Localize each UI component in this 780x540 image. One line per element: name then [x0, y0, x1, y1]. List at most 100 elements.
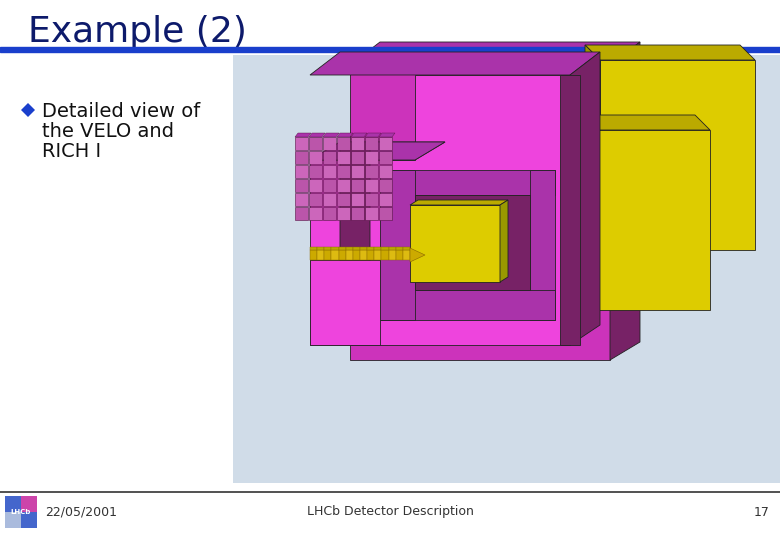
Polygon shape — [351, 137, 364, 150]
Polygon shape — [379, 133, 395, 137]
Polygon shape — [367, 247, 374, 250]
Text: 22/05/2001: 22/05/2001 — [45, 505, 117, 518]
Polygon shape — [323, 151, 336, 164]
Polygon shape — [530, 170, 555, 320]
Polygon shape — [317, 250, 324, 260]
Polygon shape — [346, 250, 353, 260]
Text: Detailed view of: Detailed view of — [42, 102, 200, 121]
Polygon shape — [295, 137, 308, 150]
Polygon shape — [374, 250, 381, 260]
Polygon shape — [295, 133, 311, 137]
Polygon shape — [395, 250, 402, 260]
Polygon shape — [410, 205, 500, 282]
Bar — [5, 512, 21, 528]
Polygon shape — [337, 137, 350, 150]
Polygon shape — [380, 170, 555, 195]
Text: Example (2): Example (2) — [28, 15, 247, 49]
Text: 17: 17 — [754, 505, 770, 518]
Polygon shape — [337, 193, 350, 206]
Polygon shape — [415, 195, 530, 290]
Polygon shape — [402, 250, 410, 260]
Polygon shape — [337, 165, 350, 178]
Polygon shape — [339, 250, 346, 260]
Polygon shape — [337, 207, 350, 220]
Polygon shape — [500, 200, 508, 282]
Polygon shape — [310, 52, 600, 75]
Polygon shape — [310, 260, 380, 345]
Polygon shape — [317, 247, 324, 250]
Polygon shape — [323, 179, 336, 192]
Polygon shape — [324, 247, 331, 250]
Text: LHCb: LHCb — [11, 509, 31, 515]
Polygon shape — [309, 137, 322, 150]
Polygon shape — [353, 250, 360, 260]
Polygon shape — [395, 247, 402, 250]
Polygon shape — [600, 60, 755, 250]
Polygon shape — [379, 193, 392, 206]
Polygon shape — [388, 250, 395, 260]
Polygon shape — [21, 103, 35, 117]
Polygon shape — [360, 250, 367, 260]
Polygon shape — [388, 247, 395, 250]
Polygon shape — [570, 52, 600, 345]
Text: the VELO and: the VELO and — [42, 122, 174, 141]
Polygon shape — [346, 247, 353, 250]
Bar — [233, 55, 780, 483]
Polygon shape — [379, 207, 392, 220]
Polygon shape — [295, 207, 308, 220]
Polygon shape — [339, 247, 346, 250]
Polygon shape — [360, 247, 367, 250]
Polygon shape — [351, 193, 364, 206]
Polygon shape — [309, 193, 322, 206]
Polygon shape — [365, 165, 378, 178]
Polygon shape — [295, 193, 308, 206]
Polygon shape — [340, 142, 370, 345]
Polygon shape — [309, 133, 325, 137]
Polygon shape — [350, 42, 640, 65]
Polygon shape — [332, 247, 339, 250]
Bar — [5, 496, 37, 528]
Text: RICH I: RICH I — [42, 142, 101, 161]
Polygon shape — [295, 179, 308, 192]
Polygon shape — [402, 247, 410, 250]
Polygon shape — [310, 250, 317, 260]
Polygon shape — [365, 207, 378, 220]
Polygon shape — [410, 200, 508, 205]
Polygon shape — [610, 42, 640, 360]
Polygon shape — [585, 45, 600, 250]
Polygon shape — [351, 207, 364, 220]
Polygon shape — [309, 165, 322, 178]
Polygon shape — [410, 248, 425, 262]
Polygon shape — [570, 130, 710, 310]
Polygon shape — [310, 247, 317, 250]
Polygon shape — [310, 142, 445, 160]
Polygon shape — [585, 45, 755, 60]
Polygon shape — [337, 133, 353, 137]
Polygon shape — [365, 193, 378, 206]
Polygon shape — [380, 170, 415, 320]
Polygon shape — [365, 137, 378, 150]
Polygon shape — [295, 165, 308, 178]
Polygon shape — [353, 247, 360, 250]
Polygon shape — [555, 115, 570, 310]
Polygon shape — [337, 151, 350, 164]
Polygon shape — [365, 133, 381, 137]
Polygon shape — [365, 151, 378, 164]
Polygon shape — [350, 65, 610, 360]
Text: LHCb Detector Description: LHCb Detector Description — [307, 505, 473, 518]
Bar — [21, 496, 37, 512]
Polygon shape — [351, 133, 367, 137]
Polygon shape — [332, 250, 339, 260]
Bar — [0, 47, 780, 52]
Polygon shape — [351, 179, 364, 192]
Polygon shape — [337, 179, 350, 192]
Polygon shape — [379, 137, 392, 150]
Polygon shape — [310, 142, 445, 160]
Polygon shape — [379, 179, 392, 192]
Polygon shape — [351, 165, 364, 178]
Polygon shape — [555, 115, 710, 130]
Polygon shape — [309, 151, 322, 164]
Polygon shape — [380, 290, 555, 320]
Polygon shape — [310, 75, 570, 345]
Polygon shape — [381, 250, 388, 260]
